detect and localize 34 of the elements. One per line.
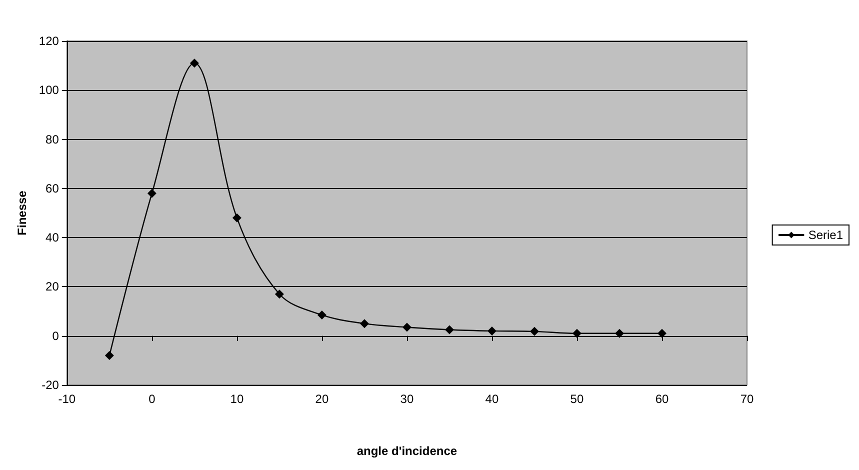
point bbox=[614, 328, 624, 338]
y-tick-label: 60 bbox=[46, 181, 60, 196]
x-tick-label: 60 bbox=[655, 392, 669, 406]
point bbox=[232, 213, 242, 222]
point bbox=[572, 328, 582, 338]
x-tick-label: -10 bbox=[58, 392, 76, 406]
point bbox=[104, 351, 114, 360]
point bbox=[657, 328, 666, 338]
y-tick-label: 80 bbox=[46, 132, 60, 146]
point bbox=[317, 310, 326, 320]
x-tick-label: 30 bbox=[400, 392, 414, 406]
y-tick-label: 40 bbox=[46, 230, 60, 245]
point bbox=[444, 325, 454, 334]
point bbox=[190, 58, 199, 68]
x-tick-label: 70 bbox=[740, 392, 754, 406]
y-tick-label: 20 bbox=[46, 280, 60, 294]
point bbox=[530, 326, 539, 336]
x-axis-title: angle d'incidence bbox=[356, 444, 458, 458]
y-tick-label: 100 bbox=[38, 83, 60, 98]
point bbox=[360, 319, 369, 328]
point bbox=[274, 290, 284, 299]
y-tick-label: 120 bbox=[38, 34, 60, 48]
x-tick-label: 10 bbox=[230, 392, 244, 406]
x-tick-label: 50 bbox=[570, 392, 584, 406]
point bbox=[402, 322, 412, 332]
x-tick-label: 20 bbox=[315, 392, 329, 406]
x-tick-label: 0 bbox=[148, 392, 156, 406]
x-tick-label: 40 bbox=[485, 392, 499, 406]
y-tick-label: -20 bbox=[42, 378, 60, 392]
legend-label: Serie1 bbox=[808, 228, 844, 242]
y-axis-title: Finesse bbox=[15, 190, 29, 236]
point bbox=[147, 188, 156, 198]
point bbox=[487, 326, 496, 336]
y-tick-label: 0 bbox=[52, 328, 60, 343]
